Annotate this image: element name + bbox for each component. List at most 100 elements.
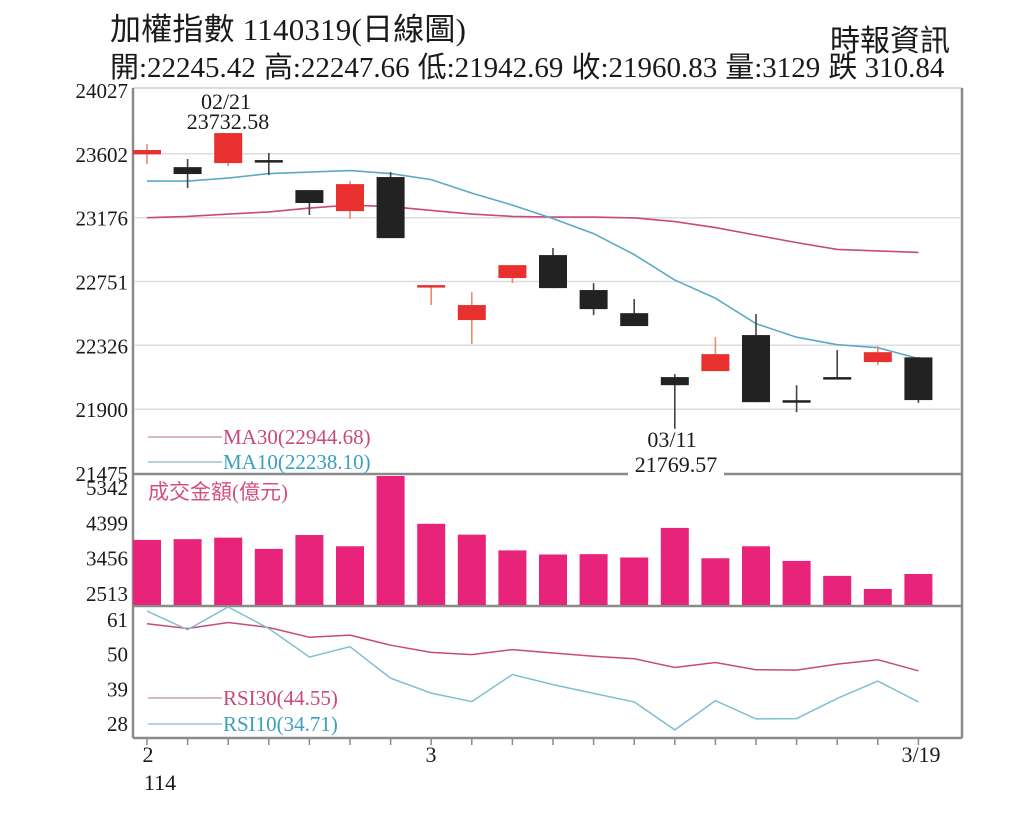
low-date-annotation: 03/11 [647, 427, 696, 452]
candle [295, 190, 324, 216]
high-date-annotation: 02/21 [201, 89, 251, 114]
candle [254, 153, 283, 176]
rsi-y-tick: 61 [107, 608, 128, 632]
volume-bar [660, 527, 689, 605]
volume-bar [173, 539, 202, 605]
candle [742, 314, 770, 403]
candle [336, 181, 364, 220]
candle-body [133, 150, 161, 155]
low-value: 低:21942.69 [417, 52, 564, 84]
close-value: 收:21960.83 [571, 52, 718, 84]
candle-body [254, 160, 283, 163]
volume-bar [701, 558, 730, 605]
volume-bar [742, 546, 770, 605]
candle-body [498, 265, 527, 279]
candle [376, 172, 405, 239]
candle-body [660, 377, 689, 386]
chart-title: 加權指數 1140319(日線圖) [110, 12, 467, 47]
candle [457, 292, 486, 345]
volume-bar [133, 539, 161, 605]
candle-body [376, 177, 405, 239]
volume-y-tick: 3456 [86, 547, 128, 571]
volume-bar [579, 554, 608, 605]
source-label: 時報資訊 [830, 25, 950, 58]
candle-body [295, 190, 324, 204]
price-y-tick: 24027 [76, 79, 129, 103]
candle [701, 337, 730, 372]
rsi30-legend: RSI30(44.55) [223, 686, 338, 710]
candle-body [701, 354, 730, 372]
volume-bar [254, 548, 283, 605]
change-value: 跌 310.84 [828, 52, 945, 84]
open-value: 開:22245.42 [110, 52, 256, 84]
volume-bar [417, 523, 446, 605]
volume-bar [782, 560, 811, 605]
volume-value: 量:3129 [725, 52, 821, 84]
candle-body [539, 255, 567, 289]
rsi-y-tick: 28 [107, 712, 128, 736]
volume-y-tick: 4399 [86, 511, 128, 535]
candle [133, 144, 161, 164]
price-y-tick: 22326 [76, 334, 129, 358]
volume-bar [904, 574, 933, 605]
candle-body [742, 335, 770, 403]
price-y-tick: 21900 [76, 398, 129, 422]
volume-y-tick: 2513 [86, 582, 128, 606]
volume-bar [620, 557, 649, 605]
candle [782, 385, 811, 413]
candle [579, 283, 608, 316]
candlesticks [133, 133, 933, 429]
x-label-mar: 3 [426, 742, 437, 767]
price-y-tick: 23176 [76, 207, 129, 231]
candle-body [904, 357, 933, 401]
candle [620, 299, 649, 327]
moving-average-lines [146, 169, 919, 360]
x-label-feb: 2 [143, 742, 154, 767]
volume-bar [457, 534, 486, 605]
ma10-legend: MA10(22238.10) [223, 450, 371, 474]
candle-body [457, 305, 486, 321]
rsi10-line [146, 606, 919, 731]
rsi-y-tick: 39 [107, 677, 128, 701]
candle-body [417, 285, 446, 288]
volume-bar [539, 554, 567, 605]
candle-body [823, 377, 852, 380]
rsi-y-axis: 61 50 39 28 [107, 608, 128, 736]
volume-y-tick: 5342 [86, 476, 128, 500]
high-value-annotation: 23732.58 [187, 109, 270, 134]
x-label-last-date: 3/19 [901, 742, 940, 767]
x-label-year: 114 [144, 770, 176, 795]
ma10-line [147, 169, 919, 360]
candle [660, 374, 689, 429]
candle-body [579, 290, 608, 310]
low-value-annotation: 21769.57 [635, 452, 718, 477]
volume-pane-title: 成交金額(億元) [148, 480, 288, 504]
candle [823, 350, 852, 380]
candle [173, 159, 202, 189]
rsi-lines [146, 606, 919, 731]
high-value: 高:22247.66 [263, 52, 410, 84]
candle [863, 346, 892, 366]
price-y-tick: 21475 [76, 462, 129, 486]
chart-frame [131, 87, 964, 740]
volume-bar [214, 537, 243, 605]
candle [904, 357, 933, 403]
candle-body [863, 352, 892, 363]
candle-body [214, 133, 243, 164]
price-y-tick: 22751 [76, 271, 129, 295]
candle-body [620, 313, 649, 327]
rsi-y-tick: 50 [107, 643, 128, 667]
candle-body [173, 167, 202, 175]
volume-bar [336, 546, 364, 605]
candle [417, 285, 446, 306]
candle [214, 133, 243, 167]
candle [539, 248, 567, 289]
price-y-tick: 23602 [76, 143, 129, 167]
volume-bar [295, 535, 324, 605]
volume-bar [498, 550, 527, 605]
candle-body [782, 400, 811, 403]
ohlc-summary: 開:22245.42 高:22247.66 低:21942.69 收:21960.83… [110, 44, 952, 86]
volume-bar [376, 476, 405, 605]
rsi10-legend: RSI10(34.71) [223, 712, 338, 736]
volume-bar [823, 575, 852, 605]
